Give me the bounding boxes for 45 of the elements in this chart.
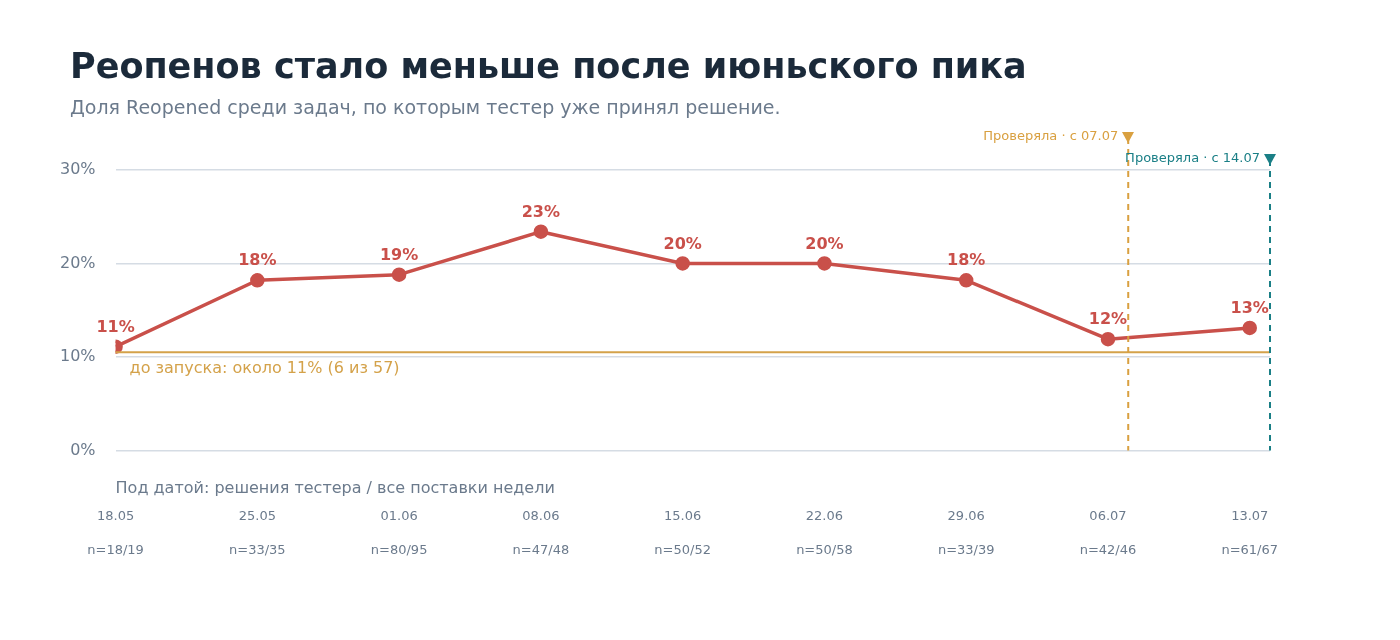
y-tick-label: 30% <box>60 159 96 179</box>
y-tick-label: 10% <box>60 346 96 366</box>
ref-line-label: до запуска: около 11% (6 из 57) <box>129 358 400 378</box>
data-label: 13% <box>1230 298 1269 318</box>
ref-line-label: Проверяла · с 14.07 <box>1125 150 1260 166</box>
point <box>533 224 549 239</box>
text: n=61/67 <box>1221 541 1279 557</box>
x-tick-label: 13.07 <box>1231 507 1269 523</box>
text: n=18/19 <box>87 541 144 557</box>
point <box>1100 331 1116 347</box>
data-label: 18% <box>238 250 277 270</box>
data-label: 20% <box>663 233 702 253</box>
text: n=33/39 <box>937 541 995 557</box>
point <box>391 267 407 282</box>
x-tick-label: 08.06 <box>522 507 560 523</box>
x-tick-label: 06.07 <box>1089 507 1127 523</box>
point <box>675 256 690 271</box>
data-label: 18% <box>947 250 986 270</box>
text: n=47/48 <box>512 541 570 557</box>
data-label: 23% <box>521 201 561 221</box>
point <box>958 273 974 288</box>
text: n=42/46 <box>1079 541 1137 557</box>
data-label: 19% <box>379 244 419 264</box>
text: n=33/35 <box>229 541 286 557</box>
chart-title: Реопенов стало меньше после июньского пика <box>70 46 1027 86</box>
y-tick-label: 0% <box>70 439 96 459</box>
x-tick-label: 01.06 <box>380 507 418 523</box>
point <box>817 256 832 271</box>
text: n=50/52 <box>654 541 711 557</box>
y-tick-label: 20% <box>60 252 96 272</box>
data-label: 20% <box>805 233 844 253</box>
data-label: 11% <box>96 316 135 336</box>
x-tick-label: 29.06 <box>947 507 985 523</box>
point <box>250 273 265 288</box>
ref-line-label: Проверяла · с 07.07 <box>983 128 1119 144</box>
x-tick-label: 22.06 <box>805 507 844 523</box>
point <box>1242 320 1257 336</box>
text: n=50/58 <box>796 541 853 557</box>
data-label: 12% <box>1088 309 1128 329</box>
text: Под датой: решения тестера / все поставки недели <box>115 477 555 497</box>
x-tick-label: 25.05 <box>238 507 276 523</box>
x-tick-label: 15.06 <box>664 507 702 523</box>
text: n=80/95 <box>370 541 428 557</box>
x-tick-label: 18.05 <box>96 507 135 523</box>
chart-subtitle: Доля Reopened среди задач, по которым тестер уже принял решение. <box>70 96 781 118</box>
